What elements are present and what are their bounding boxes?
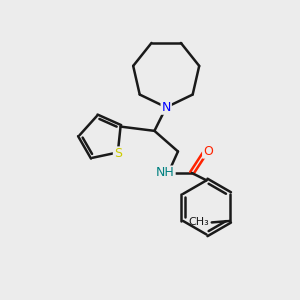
Text: S: S bbox=[114, 147, 122, 161]
Text: CH₃: CH₃ bbox=[188, 218, 209, 227]
Text: O: O bbox=[203, 145, 213, 158]
Text: NH: NH bbox=[156, 167, 175, 179]
Text: N: N bbox=[161, 101, 171, 114]
